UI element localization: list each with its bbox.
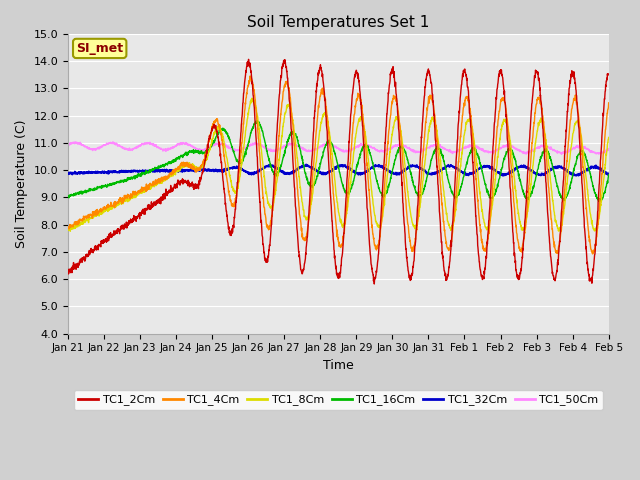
Text: SI_met: SI_met (76, 42, 124, 55)
Title: Soil Temperatures Set 1: Soil Temperatures Set 1 (247, 15, 429, 30)
Y-axis label: Soil Temperature (C): Soil Temperature (C) (15, 120, 28, 248)
Legend: TC1_2Cm, TC1_4Cm, TC1_8Cm, TC1_16Cm, TC1_32Cm, TC1_50Cm: TC1_2Cm, TC1_4Cm, TC1_8Cm, TC1_16Cm, TC1… (74, 390, 603, 410)
X-axis label: Time: Time (323, 359, 354, 372)
